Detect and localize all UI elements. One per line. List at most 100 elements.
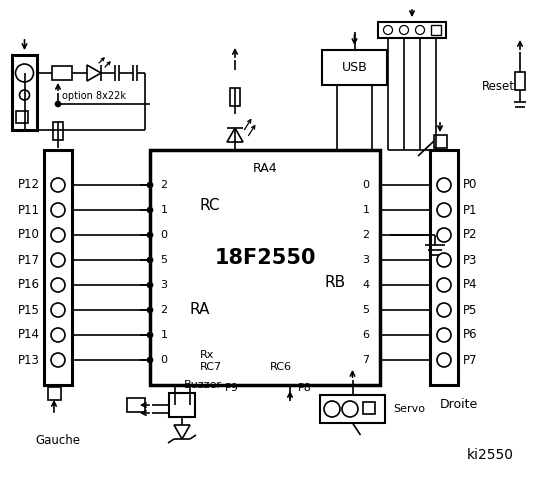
Bar [515, 72, 525, 90]
Bar [430, 150, 458, 385]
Bar [127, 398, 145, 412]
Text: 3: 3 [363, 255, 369, 265]
Circle shape [437, 253, 451, 267]
Circle shape [437, 353, 451, 367]
Circle shape [51, 303, 65, 317]
Circle shape [324, 401, 340, 417]
Text: P12: P12 [18, 179, 40, 192]
Circle shape [437, 303, 451, 317]
Text: 1: 1 [160, 205, 168, 215]
Text: 0: 0 [363, 180, 369, 190]
Circle shape [437, 203, 451, 217]
Text: 0: 0 [160, 230, 168, 240]
Text: ki2550: ki2550 [467, 448, 514, 462]
Circle shape [148, 257, 153, 263]
Bar [169, 393, 195, 417]
Bar [44, 150, 72, 385]
Text: RB: RB [325, 275, 346, 290]
Circle shape [51, 203, 65, 217]
Text: P4: P4 [463, 278, 477, 291]
Bar [52, 66, 72, 80]
Text: P11: P11 [18, 204, 40, 216]
Text: P7: P7 [463, 353, 477, 367]
Bar [230, 88, 240, 106]
Text: Buzzer: Buzzer [184, 380, 222, 390]
Text: RC: RC [200, 197, 220, 213]
Circle shape [51, 228, 65, 242]
Circle shape [437, 228, 451, 242]
Circle shape [148, 207, 153, 213]
Circle shape [51, 278, 65, 292]
Text: P13: P13 [18, 353, 40, 367]
Text: P3: P3 [463, 253, 477, 266]
Bar [320, 395, 385, 423]
Bar [12, 55, 37, 130]
Text: Rx: Rx [200, 350, 215, 360]
Text: 5: 5 [363, 305, 369, 315]
Text: 7: 7 [362, 355, 369, 365]
Circle shape [148, 358, 153, 362]
Circle shape [383, 25, 393, 35]
Circle shape [148, 283, 153, 288]
Bar [322, 50, 387, 85]
Text: P14: P14 [18, 328, 40, 341]
Text: Servo: Servo [393, 404, 425, 414]
Text: RC7: RC7 [200, 362, 222, 372]
Text: P1: P1 [463, 204, 477, 216]
Circle shape [51, 353, 65, 367]
Text: P15: P15 [18, 303, 40, 316]
Text: P2: P2 [463, 228, 477, 241]
Circle shape [399, 25, 409, 35]
Text: 2: 2 [160, 180, 168, 190]
Circle shape [51, 253, 65, 267]
Bar [150, 150, 380, 385]
Text: P16: P16 [18, 278, 40, 291]
Bar [431, 25, 441, 35]
Text: Droite: Droite [440, 398, 478, 411]
Text: P5: P5 [463, 303, 477, 316]
Polygon shape [227, 128, 243, 142]
Bar [363, 402, 375, 414]
Text: 2: 2 [362, 230, 369, 240]
Text: P10: P10 [18, 228, 40, 241]
Text: Gauche: Gauche [35, 433, 81, 446]
Text: P8: P8 [298, 383, 312, 393]
Text: 1: 1 [160, 330, 168, 340]
Circle shape [342, 401, 358, 417]
Text: RA4: RA4 [253, 161, 277, 175]
Polygon shape [87, 65, 101, 81]
Text: 4: 4 [362, 280, 369, 290]
Circle shape [437, 178, 451, 192]
Text: P9: P9 [225, 383, 239, 393]
Text: P6: P6 [463, 328, 477, 341]
Circle shape [15, 64, 34, 82]
Bar [48, 387, 61, 400]
Text: option 8x22k: option 8x22k [62, 91, 126, 101]
Text: Reset: Reset [482, 81, 515, 94]
Text: 2: 2 [160, 305, 168, 315]
Text: 0: 0 [160, 355, 168, 365]
Circle shape [148, 182, 153, 188]
Text: P0: P0 [463, 179, 477, 192]
Text: 3: 3 [160, 280, 168, 290]
Bar [434, 135, 447, 148]
Circle shape [415, 25, 425, 35]
Text: 18F2550: 18F2550 [214, 248, 316, 267]
Text: RA: RA [190, 302, 210, 317]
Text: USB: USB [342, 61, 367, 74]
Circle shape [51, 178, 65, 192]
Bar [16, 111, 28, 123]
Circle shape [55, 101, 60, 107]
Text: 6: 6 [363, 330, 369, 340]
Text: 5: 5 [160, 255, 168, 265]
Text: RC6: RC6 [270, 362, 292, 372]
Text: P17: P17 [18, 253, 40, 266]
Circle shape [437, 278, 451, 292]
Bar [378, 22, 446, 38]
Circle shape [437, 328, 451, 342]
Circle shape [148, 308, 153, 312]
Circle shape [51, 328, 65, 342]
Circle shape [148, 333, 153, 337]
Bar [53, 122, 63, 140]
Polygon shape [174, 425, 190, 439]
